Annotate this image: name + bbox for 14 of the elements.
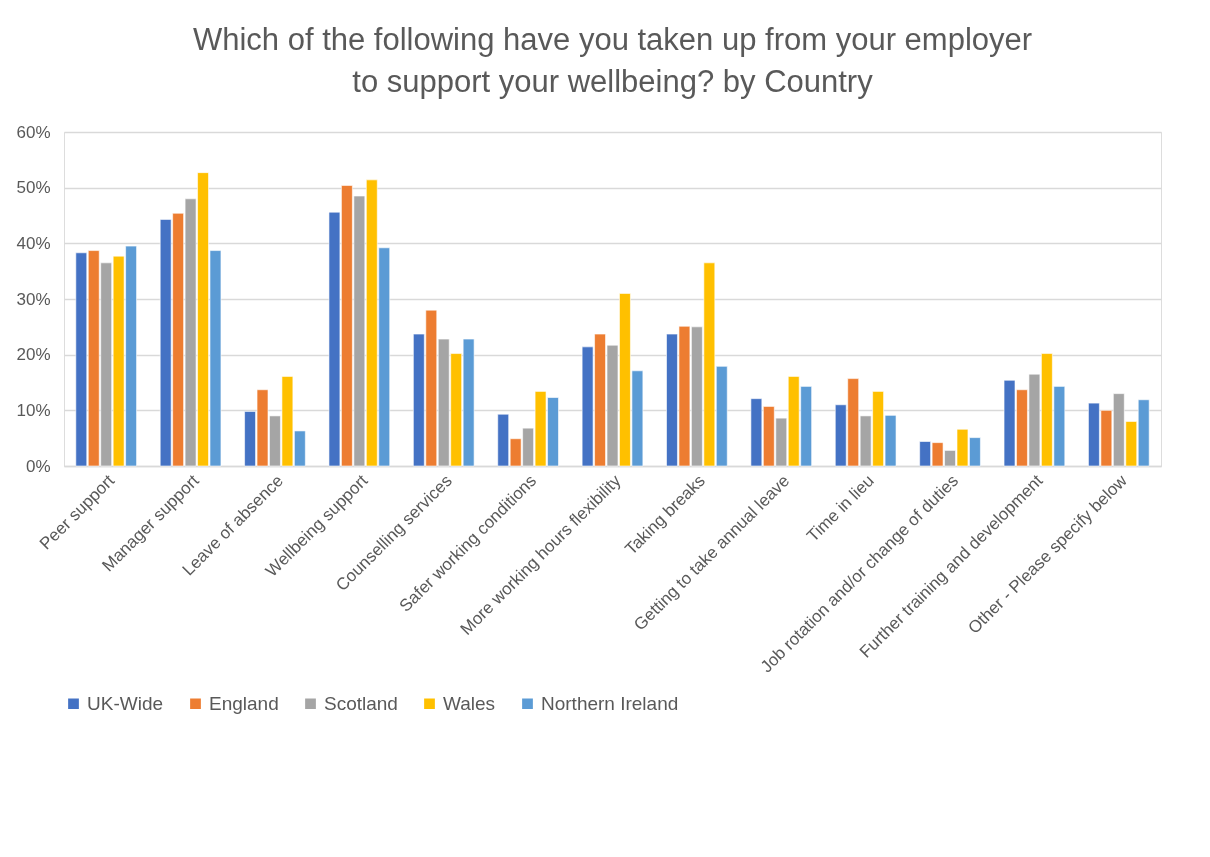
y-tick-label: 20% xyxy=(16,345,51,365)
chart-title: Which of the following have you taken up from your employer to support your wellbeing? by Country xyxy=(192,22,1033,99)
legend-label: Northern Ireland xyxy=(541,692,679,714)
x-tick-label: Time in lieu xyxy=(803,471,878,546)
y-tick-label: 50% xyxy=(16,178,51,198)
legend-label: England xyxy=(209,692,279,714)
y-tick-label: 0% xyxy=(25,456,51,476)
legend-label: Wales xyxy=(443,692,496,714)
legend-label: UK-Wide xyxy=(87,692,164,714)
legend-label: Scotland xyxy=(324,692,398,714)
y-tick-label: 40% xyxy=(16,233,51,253)
y-tick-label: 10% xyxy=(16,400,51,420)
y-tick-label: 30% xyxy=(16,289,51,309)
y-tick-label: 60% xyxy=(16,122,51,142)
